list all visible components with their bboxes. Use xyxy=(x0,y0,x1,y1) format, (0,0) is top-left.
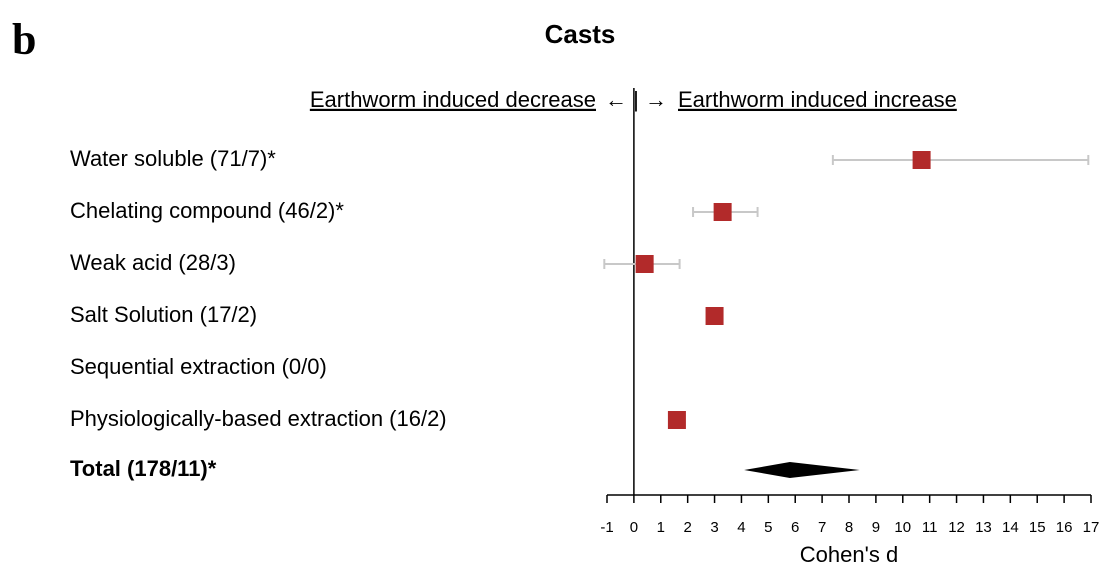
effect-square xyxy=(912,151,931,169)
effect-square xyxy=(635,255,654,273)
x-tick-label: 4 xyxy=(737,519,745,536)
x-axis-label: Cohen's d xyxy=(800,542,898,567)
row-label: Sequential extraction (0/0) xyxy=(70,354,327,379)
x-tick-label: -1 xyxy=(600,519,613,536)
x-tick-label: 10 xyxy=(894,519,911,536)
panel-label: b xyxy=(12,15,36,64)
x-tick-label: 16 xyxy=(1056,519,1073,536)
x-tick-label: 13 xyxy=(975,519,992,536)
x-tick-label: 9 xyxy=(872,519,880,536)
row-label: Weak acid (28/3) xyxy=(70,250,236,275)
row-label: Salt Solution (17/2) xyxy=(70,302,257,327)
summary-label: Total (178/11)* xyxy=(70,456,217,481)
row-label: Chelating compound (46/2)* xyxy=(70,198,344,223)
effect-square xyxy=(667,411,686,429)
x-tick-label: 14 xyxy=(1002,519,1019,536)
x-tick-label: 6 xyxy=(791,519,799,536)
x-tick-label: 7 xyxy=(818,519,826,536)
right-annotation: Earthworm induced increase xyxy=(678,87,957,112)
x-tick-label: 2 xyxy=(683,519,691,536)
effect-square xyxy=(713,203,732,221)
x-tick-label: 11 xyxy=(922,519,938,536)
x-tick-label: 12 xyxy=(948,519,965,536)
center-annotation: ← | → xyxy=(605,87,667,112)
x-tick-label: 8 xyxy=(845,519,853,536)
summary-diamond xyxy=(744,462,860,478)
x-tick-label: 17 xyxy=(1083,519,1100,536)
x-tick-label: 1 xyxy=(657,519,665,536)
left-annotation: Earthworm induced decrease xyxy=(310,87,596,112)
effect-square xyxy=(705,307,724,325)
x-tick-label: 15 xyxy=(1029,519,1046,536)
chart-title: Casts xyxy=(545,19,616,49)
x-tick-label: 0 xyxy=(630,519,638,536)
row-label: Physiologically-based extraction (16/2) xyxy=(70,406,447,431)
x-tick-label: 5 xyxy=(764,519,772,536)
x-tick-label: 3 xyxy=(710,519,718,536)
row-label: Water soluble (71/7)* xyxy=(70,146,276,171)
